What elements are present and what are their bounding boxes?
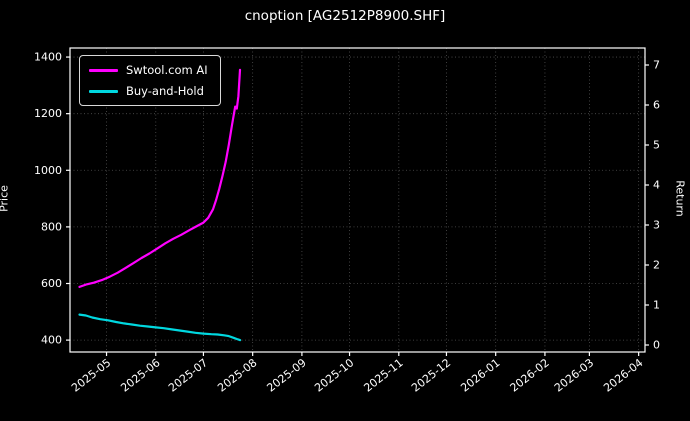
svg-text:4: 4	[653, 179, 660, 192]
legend-entry-ai: Swtool.com AI	[89, 63, 208, 77]
svg-text:5: 5	[653, 139, 660, 152]
buyhold-line-swatch	[89, 89, 118, 93]
legend: Swtool.com AI Buy-and-Hold	[79, 55, 221, 106]
series-lines	[78, 68, 242, 342]
svg-text:0: 0	[653, 339, 660, 352]
svg-text:600: 600	[41, 277, 62, 290]
axes-box	[69, 47, 646, 353]
svg-text:2025-06: 2025-06	[118, 356, 162, 395]
svg-text:2025-09: 2025-09	[265, 356, 309, 395]
svg-text:1: 1	[653, 299, 660, 312]
svg-text:2025-07: 2025-07	[166, 356, 210, 395]
svg-text:800: 800	[41, 220, 62, 233]
svg-text:2025-10: 2025-10	[312, 356, 356, 395]
svg-text:2025-08: 2025-08	[215, 356, 259, 395]
svg-text:1200: 1200	[34, 107, 62, 120]
svg-text:1400: 1400	[34, 51, 62, 64]
legend-label-buyhold: Buy-and-Hold	[126, 84, 204, 98]
svg-text:6: 6	[653, 99, 660, 112]
gridlines	[70, 48, 645, 352]
svg-text:2026-01: 2026-01	[458, 356, 502, 395]
svg-text:2025-05: 2025-05	[69, 356, 113, 395]
svg-text:3: 3	[653, 219, 660, 232]
ai-line-swatch	[89, 68, 118, 72]
svg-text:400: 400	[41, 334, 62, 347]
svg-text:2026-02: 2026-02	[508, 356, 552, 395]
svg-text:2025-12: 2025-12	[409, 356, 453, 395]
series-line-swtool-com-ai	[78, 68, 242, 288]
svg-text:2026-03: 2026-03	[552, 356, 596, 395]
svg-text:2025-11: 2025-11	[361, 356, 405, 395]
series-line-buy-and-hold	[78, 313, 242, 342]
legend-entry-buyhold: Buy-and-Hold	[89, 84, 208, 98]
svg-text:2026-04: 2026-04	[601, 356, 645, 395]
legend-label-ai: Swtool.com AI	[126, 63, 208, 77]
svg-text:2: 2	[653, 259, 660, 272]
svg-text:7: 7	[653, 59, 660, 72]
chart-title: cnoption [AG2512P8900.SHF]	[244, 8, 446, 24]
svg-text:1000: 1000	[34, 164, 62, 177]
